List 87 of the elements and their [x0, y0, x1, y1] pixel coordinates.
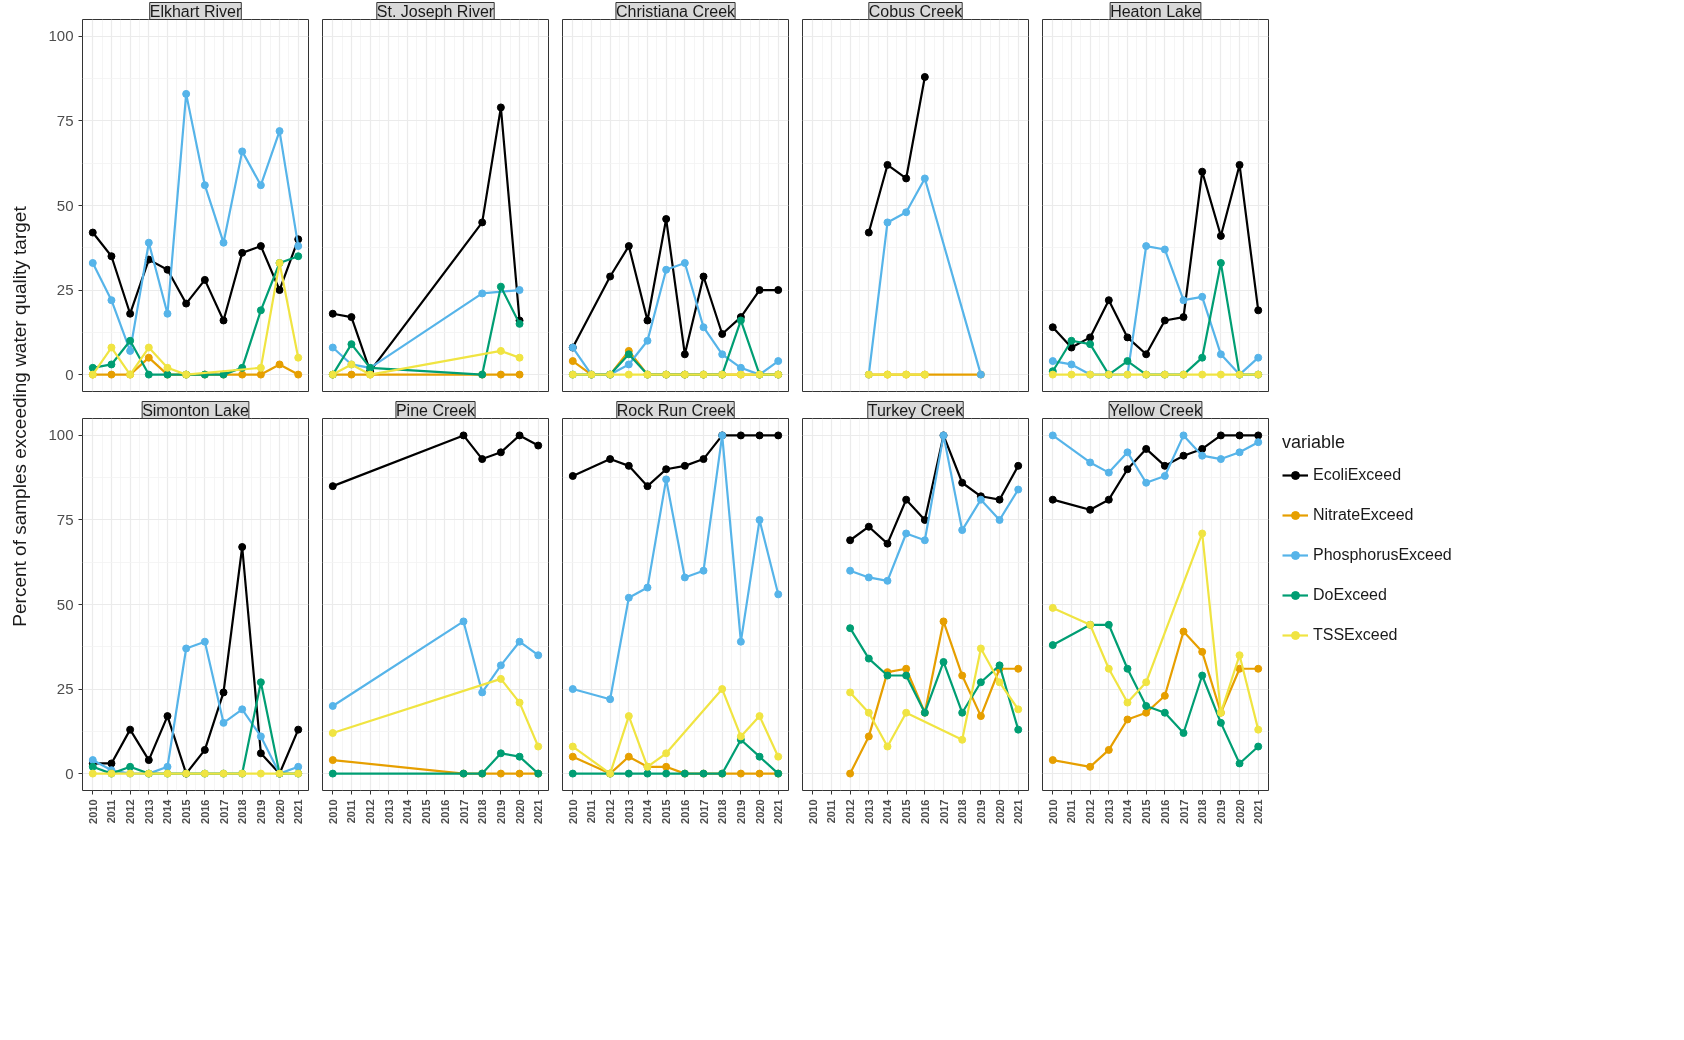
y-axis-title: Percent of samples exceeding water quality target	[8, 205, 30, 627]
x-tick-label: 2019	[494, 799, 507, 824]
x-tick-label: 2015	[900, 799, 913, 824]
x-tick-label: 2018	[956, 799, 969, 824]
legend-label: EcoliExceed	[1313, 465, 1402, 485]
x-tick-label: 2017	[217, 799, 230, 824]
x-tick-label: 2021	[1012, 799, 1025, 824]
x-tick-label: 2018	[236, 799, 249, 824]
chart-title: Elkhart River	[149, 2, 242, 20]
x-tick-label: 2014	[641, 798, 654, 824]
x-tick-label: 2017	[697, 799, 710, 824]
chart-title: Rock Run Creek	[616, 401, 736, 419]
chart-title: Pine Creek	[395, 401, 477, 419]
x-tick-label: 2019	[254, 799, 267, 824]
x-tick-label: 2021	[292, 799, 305, 824]
y-tick-label: 0	[65, 764, 74, 782]
y-tick-label: 25	[56, 680, 74, 698]
y-tick-label: 100	[48, 426, 74, 444]
x-tick-label: 2016	[918, 799, 931, 824]
x-tick-label: 2011	[585, 799, 598, 824]
x-tick-label: 2016	[438, 799, 451, 824]
x-tick-label: 2019	[734, 799, 747, 824]
x-tick-label: 2014	[161, 798, 174, 824]
x-tick-label: 2017	[1177, 799, 1190, 824]
x-tick-label: 2017	[457, 799, 470, 824]
x-tick-label: 2010	[1046, 799, 1059, 824]
x-tick-label: 2020	[753, 799, 766, 824]
y-tick-label: 25	[56, 281, 74, 299]
x-tick-label: 2016	[198, 799, 211, 824]
x-tick-label: 2011	[105, 799, 118, 824]
x-tick-label: 2019	[1214, 799, 1227, 824]
x-tick-label: 2015	[420, 799, 433, 824]
x-tick-label: 2016	[1158, 799, 1171, 824]
x-tick-label: 2013	[1102, 799, 1115, 824]
chart-title: Yellow Creek	[1109, 401, 1203, 419]
y-tick-label: 50	[56, 196, 74, 214]
x-tick-label: 2015	[1140, 799, 1153, 824]
legend-label: DoExceed	[1313, 585, 1387, 605]
x-tick-label: 2021	[1252, 799, 1265, 824]
x-tick-label: 2014	[881, 798, 894, 824]
y-tick-label: 75	[56, 111, 74, 129]
x-tick-label: 2013	[382, 799, 395, 824]
x-tick-label: 2018	[716, 799, 729, 824]
x-tick-label: 2012	[124, 799, 137, 824]
x-tick-label: 2013	[622, 799, 635, 824]
chart-title: Christiana Creek	[615, 2, 737, 20]
x-tick-label: 2021	[772, 799, 785, 824]
x-tick-label: 2013	[862, 799, 875, 824]
x-tick-label: 2012	[1084, 799, 1097, 824]
chart-title: Simonton Lake	[142, 401, 249, 419]
x-tick-label: 2020	[273, 799, 286, 824]
x-tick-label: 2012	[364, 799, 377, 824]
x-tick-label: 2015	[660, 799, 673, 824]
y-tick-label: 0	[65, 365, 74, 383]
x-tick-label: 2018	[1196, 799, 1209, 824]
y-tick-label: 100	[48, 27, 74, 45]
x-tick-label: 2021	[532, 799, 545, 824]
x-tick-label: 2014	[1121, 798, 1134, 824]
y-tick-label: 50	[56, 595, 74, 613]
x-tick-label: 2010	[86, 799, 99, 824]
x-tick-label: 2014	[401, 798, 414, 824]
x-tick-label: 2012	[844, 799, 857, 824]
x-tick-label: 2015	[180, 799, 193, 824]
chart-title: Heaton Lake	[1110, 2, 1201, 20]
x-tick-label: 2020	[1233, 799, 1246, 824]
x-tick-label: 2010	[326, 799, 339, 824]
x-tick-label: 2018	[476, 799, 489, 824]
chart-title: St. Joseph River	[376, 2, 495, 20]
x-tick-label: 2011	[345, 799, 358, 824]
legend-label: PhosphorusExceed	[1313, 545, 1452, 565]
legend-label: NitrateExceed	[1313, 505, 1414, 525]
y-tick-label: 75	[56, 510, 74, 528]
chart-title: Cobus Creek	[868, 2, 964, 20]
x-tick-label: 2012	[604, 799, 617, 824]
x-tick-label: 2019	[974, 799, 987, 824]
x-tick-label: 2020	[993, 799, 1006, 824]
x-tick-label: 2020	[513, 799, 526, 824]
x-tick-label: 2010	[806, 799, 819, 824]
x-tick-label: 2017	[937, 799, 950, 824]
x-tick-label: 2016	[678, 799, 691, 824]
x-tick-label: 2011	[1065, 799, 1078, 824]
legend-label: TSSExceed	[1313, 625, 1398, 645]
x-tick-label: 2011	[825, 799, 838, 824]
x-tick-label: 2010	[566, 799, 579, 824]
chart-title: Turkey Creek	[867, 401, 965, 419]
legend-title: variable	[1282, 432, 1347, 453]
x-tick-label: 2013	[142, 799, 155, 824]
